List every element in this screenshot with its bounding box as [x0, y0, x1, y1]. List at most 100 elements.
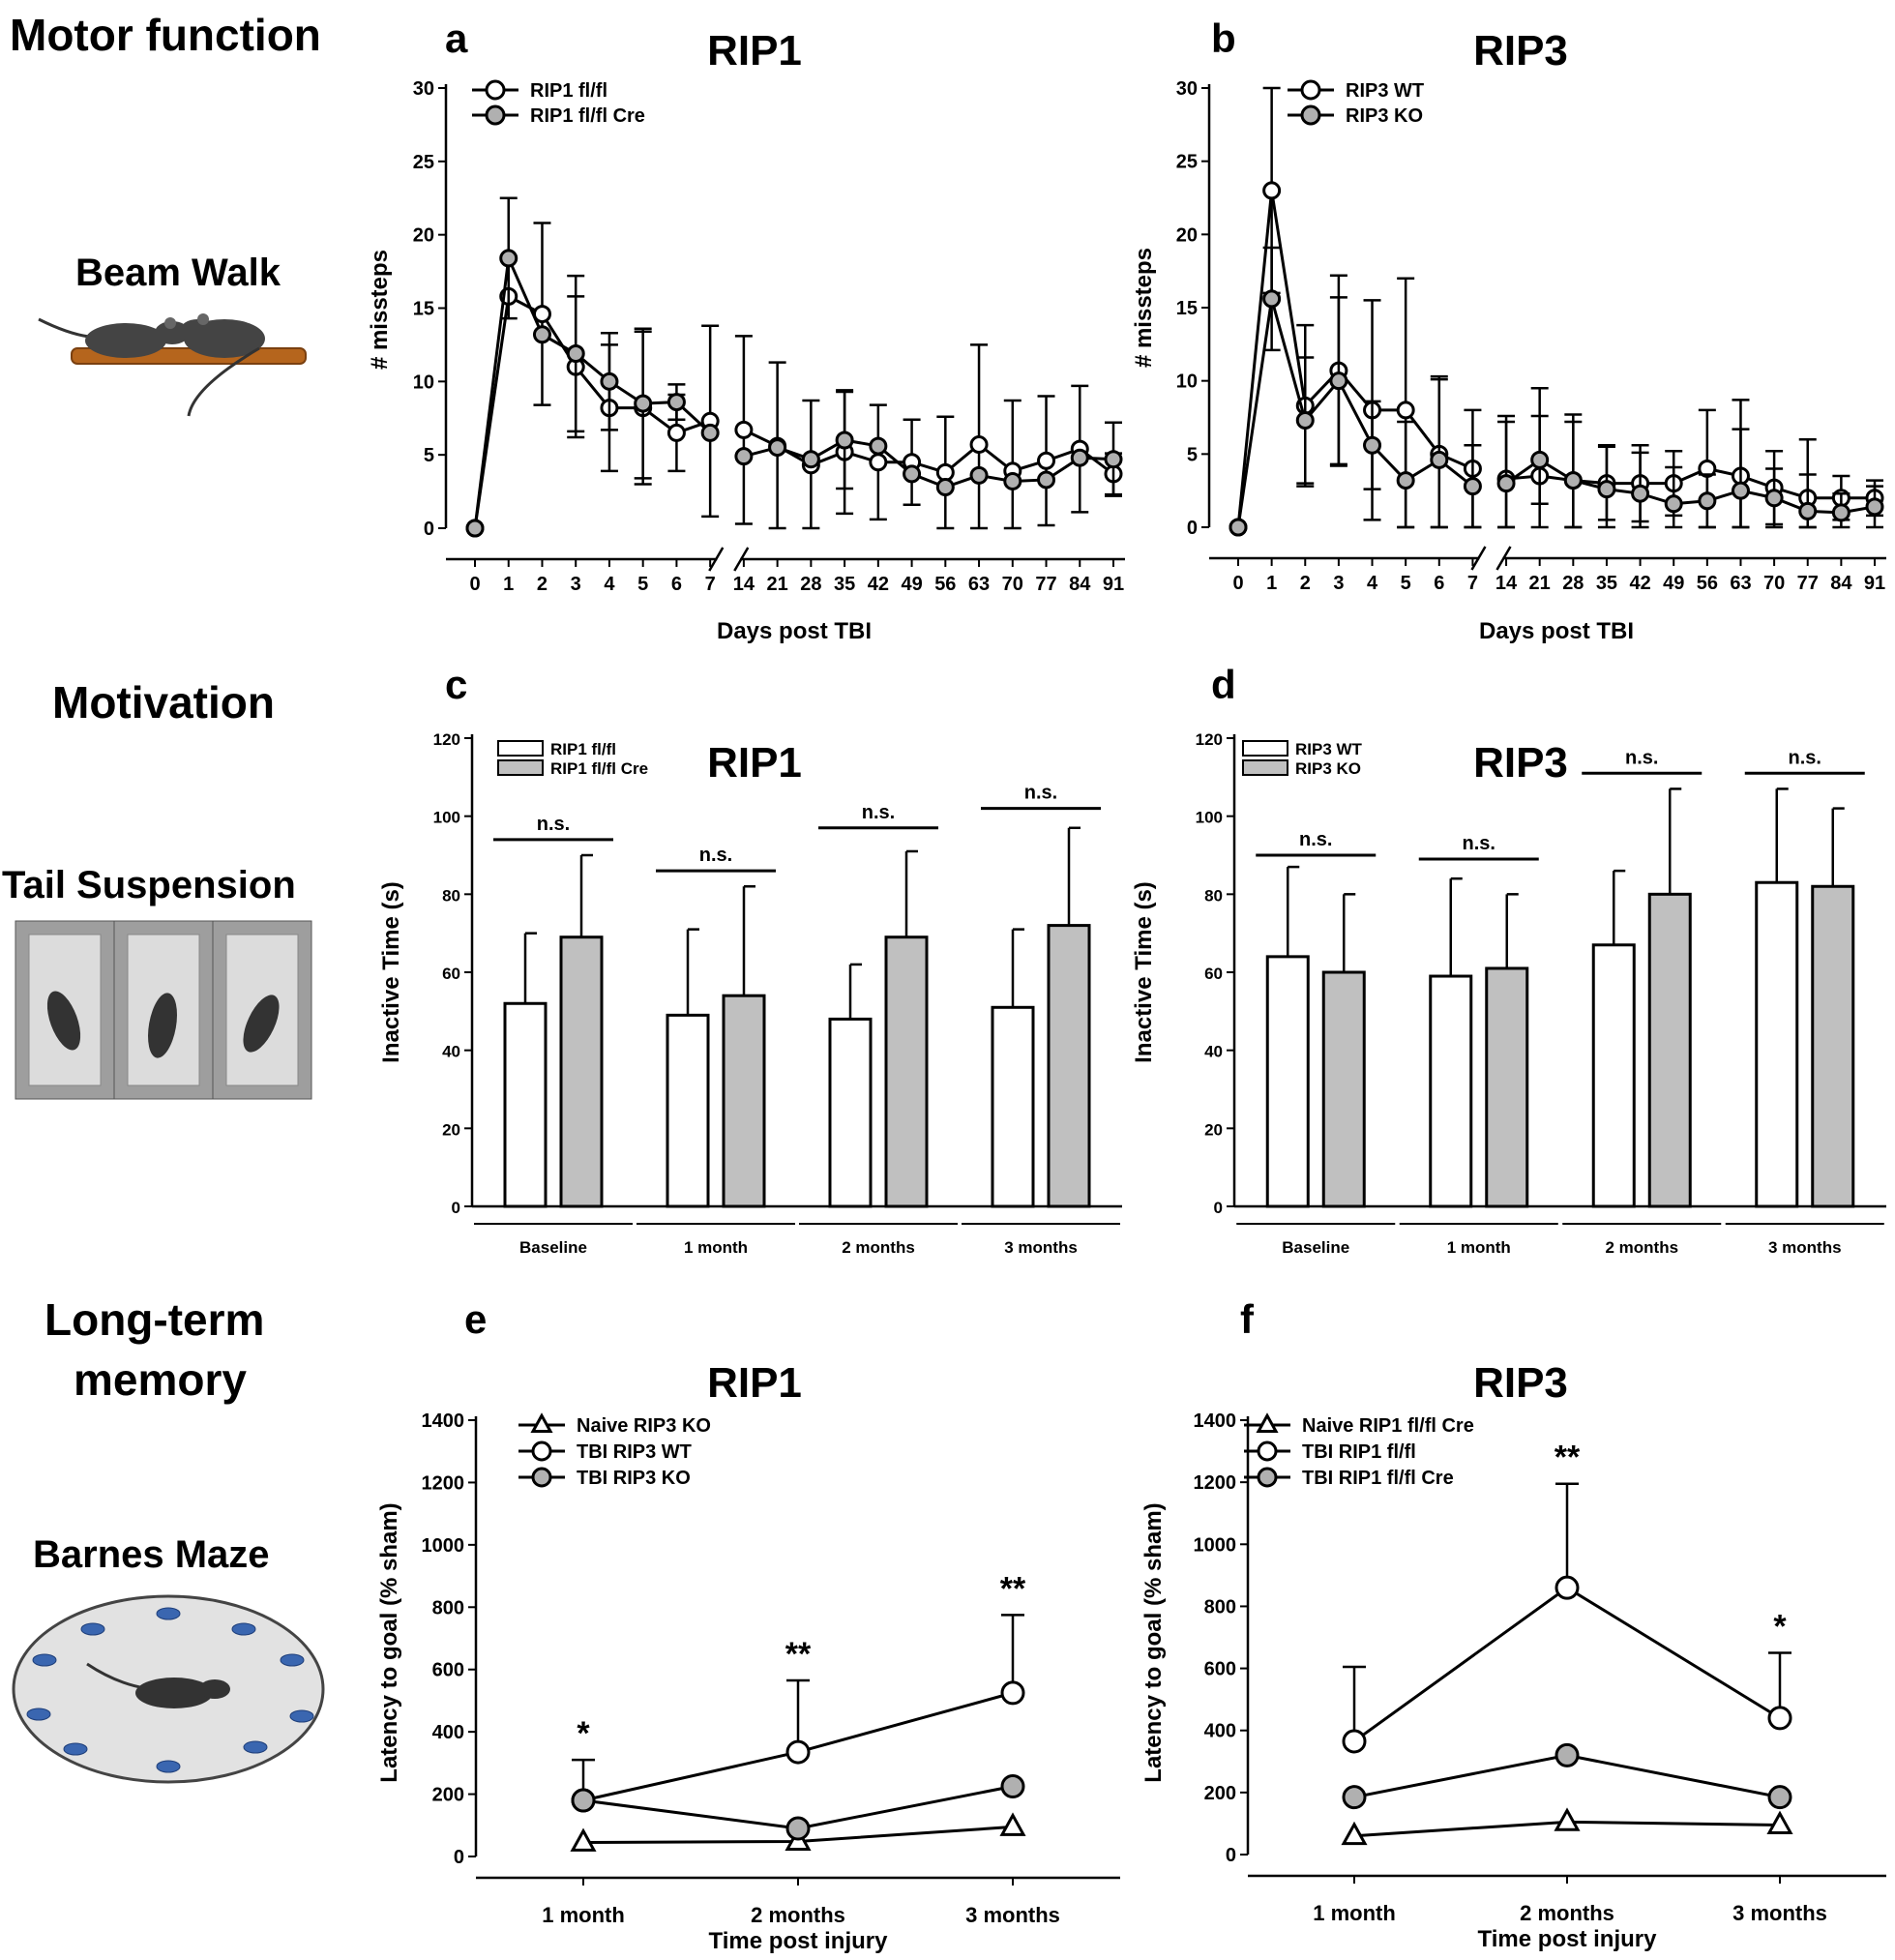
- x-tick-label: 21: [767, 574, 788, 595]
- data-point: [1631, 484, 1650, 503]
- bar: [828, 1017, 873, 1208]
- data-point: [1104, 450, 1123, 469]
- legend-label: TBI RIP3 WT: [577, 1441, 692, 1463]
- axis-break-mark: [1495, 546, 1512, 571]
- data-point: [566, 344, 585, 364]
- y-tick-label: 1400: [422, 1411, 465, 1432]
- y-tick-label: 5: [424, 445, 434, 466]
- data-point: [1262, 181, 1282, 200]
- x-tick-label: 14: [1495, 573, 1518, 594]
- data-point: [999, 1812, 1026, 1836]
- y-tick-label: 120: [1196, 730, 1223, 749]
- y-tick-label: 25: [413, 152, 434, 173]
- y-tick-label: 800: [1204, 1596, 1236, 1618]
- series-rip3-ko: [1229, 246, 1884, 537]
- legend-label: Naive RIP1 fl/fl Cre: [1302, 1415, 1474, 1437]
- series-naive-rip3-ko: [570, 1812, 1026, 1852]
- data-point: [1767, 1785, 1792, 1810]
- legend-label: TBI RIP3 KO: [577, 1468, 691, 1489]
- y-tick-label: 400: [432, 1722, 464, 1743]
- legend-label: RIP1 fl/fl: [530, 80, 607, 102]
- data-point: [1463, 477, 1482, 496]
- bar: [1265, 955, 1310, 1208]
- legend-swatch: [1242, 759, 1288, 776]
- row-label-barnes-maze: Barnes Maze: [33, 1533, 270, 1576]
- y-tick-label: 0: [424, 519, 434, 540]
- row-label-memory-line1: Long-term: [44, 1294, 264, 1345]
- bar: [1321, 970, 1366, 1208]
- panel-letter: c: [445, 662, 467, 707]
- data-point: [1396, 471, 1415, 490]
- legend-marker: [531, 1440, 552, 1462]
- significance-label: n.s.: [1024, 783, 1057, 804]
- significance-label: n.s.: [862, 802, 895, 823]
- data-point: [1766, 1810, 1793, 1834]
- series-tbi-rip3-ko: [571, 1774, 1025, 1841]
- bar: [1047, 924, 1091, 1208]
- x-tick-label: 3 months: [1004, 1238, 1078, 1257]
- data-point: [1554, 1807, 1581, 1831]
- y-tick-label: 800: [432, 1597, 464, 1618]
- y-axis-label: Latency to goal (% sham): [1140, 1502, 1167, 1782]
- data-point: [1496, 474, 1516, 493]
- y-tick-label: 0: [1187, 518, 1198, 539]
- x-tick-label: 28: [1562, 573, 1584, 594]
- panel-title: RIP1: [707, 1359, 802, 1407]
- x-tick-label: 6: [671, 574, 682, 595]
- data-point: [1831, 503, 1851, 522]
- data-point: [700, 423, 720, 442]
- tail-suspension-illustration: [15, 920, 312, 1100]
- bar: [1647, 892, 1692, 1208]
- legend-label: Naive RIP3 KO: [577, 1415, 711, 1437]
- x-tick-label: 70: [1763, 573, 1785, 594]
- y-tick-label: 20: [1176, 224, 1198, 246]
- data-point: [571, 1788, 596, 1813]
- data-point: [785, 1739, 811, 1765]
- data-point: [734, 420, 754, 439]
- series-naive-rip1-fl-fl-cre: [1341, 1807, 1793, 1846]
- data-point: [570, 1827, 597, 1852]
- significance-label: *: [1773, 1609, 1787, 1646]
- y-tick-label: 80: [1204, 886, 1223, 905]
- row-label-beam-walk: Beam Walk: [75, 252, 281, 294]
- data-point: [1070, 448, 1089, 467]
- panel-e: e RIP1 0 200 400 600 800 1000 1200 1400 Latency to…: [376, 1296, 1120, 1954]
- x-tick-label: 70: [1002, 574, 1023, 595]
- panel-letter: e: [464, 1296, 487, 1342]
- legend-label: RIP3 KO: [1346, 105, 1423, 127]
- bar: [666, 1013, 710, 1208]
- legend-marker: [1256, 1412, 1279, 1433]
- x-tick-label: 63: [1730, 573, 1751, 594]
- x-tick-label: 0: [1232, 573, 1243, 594]
- bar: [559, 935, 604, 1208]
- y-tick-label: 0: [452, 1199, 460, 1217]
- y-tick-label: 120: [433, 730, 460, 749]
- data-point: [1037, 451, 1056, 470]
- panel-letter: a: [445, 15, 468, 61]
- y-tick-label: 1200: [422, 1472, 465, 1494]
- x-tick-label: 1: [1266, 573, 1277, 594]
- x-tick-label: 91: [1864, 573, 1885, 594]
- y-axis-label: Inactive Time (s): [378, 881, 404, 1063]
- x-tick-label: 1 month: [1313, 1901, 1396, 1925]
- data-point: [1530, 450, 1550, 469]
- data-point: [1731, 481, 1750, 500]
- series-tbi-rip1-fl-fl: [1342, 1482, 1792, 1754]
- series-line: [1505, 458, 1876, 515]
- data-point: [1341, 1821, 1368, 1846]
- data-point: [465, 519, 485, 538]
- x-tick-label: 1 month: [542, 1903, 625, 1927]
- x-tick-label: 7: [705, 574, 716, 595]
- data-point: [969, 465, 989, 485]
- x-tick-label: 3: [1333, 573, 1344, 594]
- legend-marker: [1300, 104, 1321, 126]
- significance-label: **: [1554, 1440, 1581, 1476]
- bar: [1591, 943, 1636, 1208]
- series-line: [1353, 1586, 1781, 1743]
- x-tick-label: 63: [968, 574, 990, 595]
- y-tick-label: 20: [442, 1120, 460, 1139]
- data-point: [1554, 1742, 1580, 1767]
- legend-swatch: [497, 740, 544, 757]
